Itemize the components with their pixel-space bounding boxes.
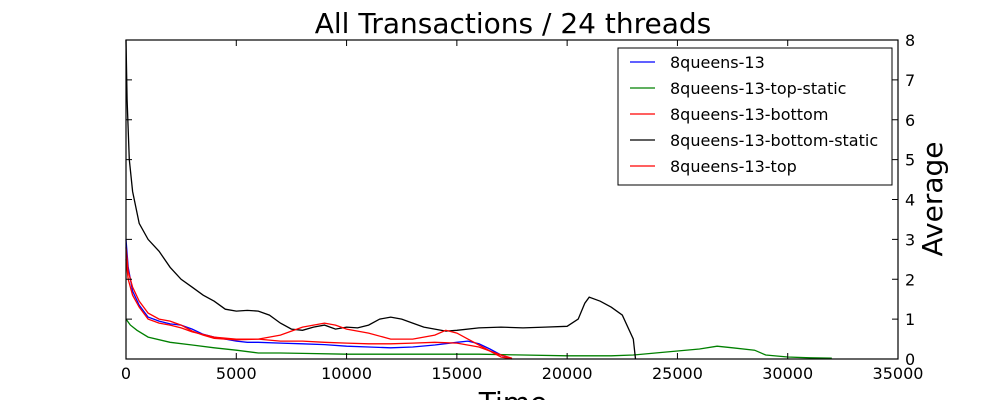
legend-label-3: 8queens-13-bottom <box>670 105 828 124</box>
x-axis: 0 5000 10000 15000 20000 25000 30000 35000 <box>121 40 924 383</box>
x-tick-label: 0 <box>121 364 131 383</box>
series-line-2 <box>125 318 832 359</box>
y-tick-label: 6 <box>905 111 915 130</box>
series-line-3 <box>125 259 513 359</box>
x-tick-label: 35000 <box>873 364 924 383</box>
y-tick-label: 4 <box>905 191 915 210</box>
y-tick-label: 3 <box>905 230 915 249</box>
y-axis-label: Average <box>916 142 949 257</box>
x-tick-label: 15000 <box>431 364 482 383</box>
legend-label-1: 8queens-13 <box>670 53 765 72</box>
x-tick-label: 20000 <box>542 364 593 383</box>
x-tick-label: 5000 <box>216 364 257 383</box>
chart-title: All Transactions / 24 threads <box>315 7 712 40</box>
y-tick-label: 0 <box>905 350 915 369</box>
x-tick-label: 25000 <box>652 364 703 383</box>
series-layer <box>125 39 832 360</box>
y-tick-label: 2 <box>905 270 915 289</box>
y-tick-label: 1 <box>905 310 915 329</box>
x-tick-label: 10000 <box>321 364 372 383</box>
series-line-5 <box>125 247 513 360</box>
series-line-1 <box>125 239 513 360</box>
x-axis-label: Time <box>478 386 548 400</box>
legend-box <box>617 47 893 186</box>
legend-label-5: 8queens-13-top <box>670 157 797 176</box>
y-axis: 0 1 2 3 4 5 6 7 8 <box>126 31 915 369</box>
legend: 8queens-13 8queens-13-top-static 8queens-1… <box>617 47 893 186</box>
legend-label-2: 8queens-13-top-static <box>670 79 846 98</box>
y-tick-label: 5 <box>905 151 915 170</box>
x-tick-label: 30000 <box>762 364 813 383</box>
series-line-4 <box>125 39 637 360</box>
y-tick-label: 7 <box>905 71 915 90</box>
y-tick-label: 8 <box>905 31 915 50</box>
legend-label-4: 8queens-13-bottom-static <box>670 131 878 150</box>
